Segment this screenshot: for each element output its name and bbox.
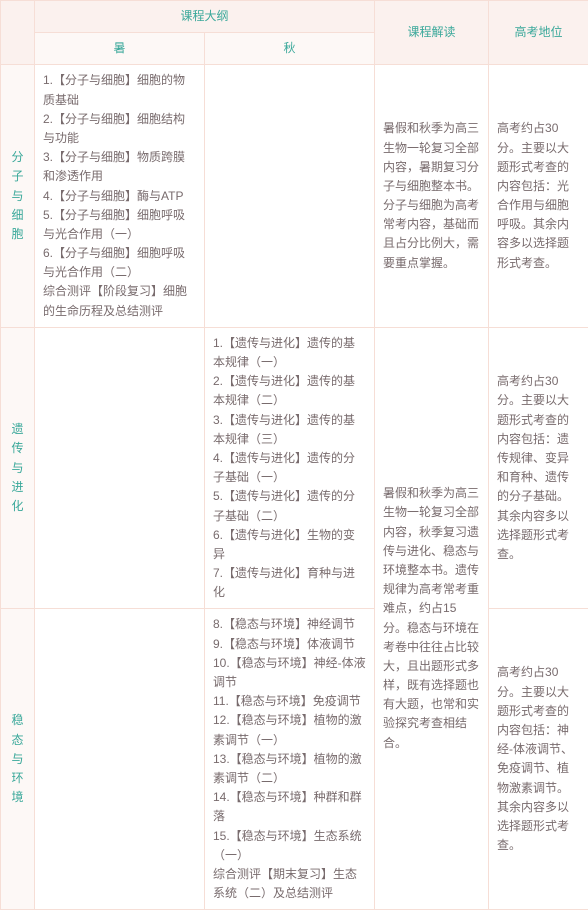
cell-exam-1: 高考约占30分。主要以大题形式考查的内容包括：遗传规律、变异和育种、遗传的分子基… [489, 327, 588, 609]
table-row: 分子与细胞 1.【分子与细胞】细胞的物质基础2.【分子与细胞】细胞结构与功能3.… [1, 65, 588, 327]
cell-exam-0: 高考约占30分。主要以大题形式考查的内容包括：光合作用与细胞呼吸。其余内容多以选… [489, 65, 588, 327]
cell-interpretation-0: 暑假和秋季为高三生物一轮复习全部内容，暑期复习分子与细胞整本书。分子与细胞为高考… [375, 65, 489, 327]
row-label-homeostasis: 稳态与环境 [1, 609, 35, 910]
cell-interpretation-merged: 暑假和秋季为高三生物一轮复习全部内容，秋季复习遗传与进化、稳态与环境整本书。遗传… [375, 327, 489, 909]
cell-exam-2: 高考约占30分。主要以大题形式考查的内容包括：神经-体液调节、免疫调节、植物激素… [489, 609, 588, 910]
table-row: 遗传与进化 1.【遗传与进化】遗传的基本规律（一）2.【遗传与进化】遗传的基本规… [1, 327, 588, 609]
row-label-molecules: 分子与细胞 [1, 65, 35, 327]
row-label-heredity: 遗传与进化 [1, 327, 35, 609]
header-outline: 课程大纲 [35, 1, 375, 33]
cell-summer-1 [35, 327, 205, 609]
cell-summer-2 [35, 609, 205, 910]
curriculum-table: 课程大纲 课程解读 高考地位 暑 秋 分子与细胞 1.【分子与细胞】细胞的物质基… [0, 0, 588, 910]
header-autumn: 秋 [205, 33, 375, 65]
table-row: 稳态与环境 8.【稳态与环境】神经调节9.【稳态与环境】体液调节10.【稳态与环… [1, 609, 588, 910]
header-interpretation: 课程解读 [375, 1, 489, 65]
cell-autumn-2: 8.【稳态与环境】神经调节9.【稳态与环境】体液调节10.【稳态与环境】神经-体… [205, 609, 375, 910]
header-exam-position: 高考地位 [489, 1, 588, 65]
cell-autumn-1: 1.【遗传与进化】遗传的基本规律（一）2.【遗传与进化】遗传的基本规律（二）3.… [205, 327, 375, 609]
cell-autumn-0 [205, 65, 375, 327]
corner-cell [1, 1, 35, 65]
header-summer: 暑 [35, 33, 205, 65]
cell-summer-0: 1.【分子与细胞】细胞的物质基础2.【分子与细胞】细胞结构与功能3.【分子与细胞… [35, 65, 205, 327]
